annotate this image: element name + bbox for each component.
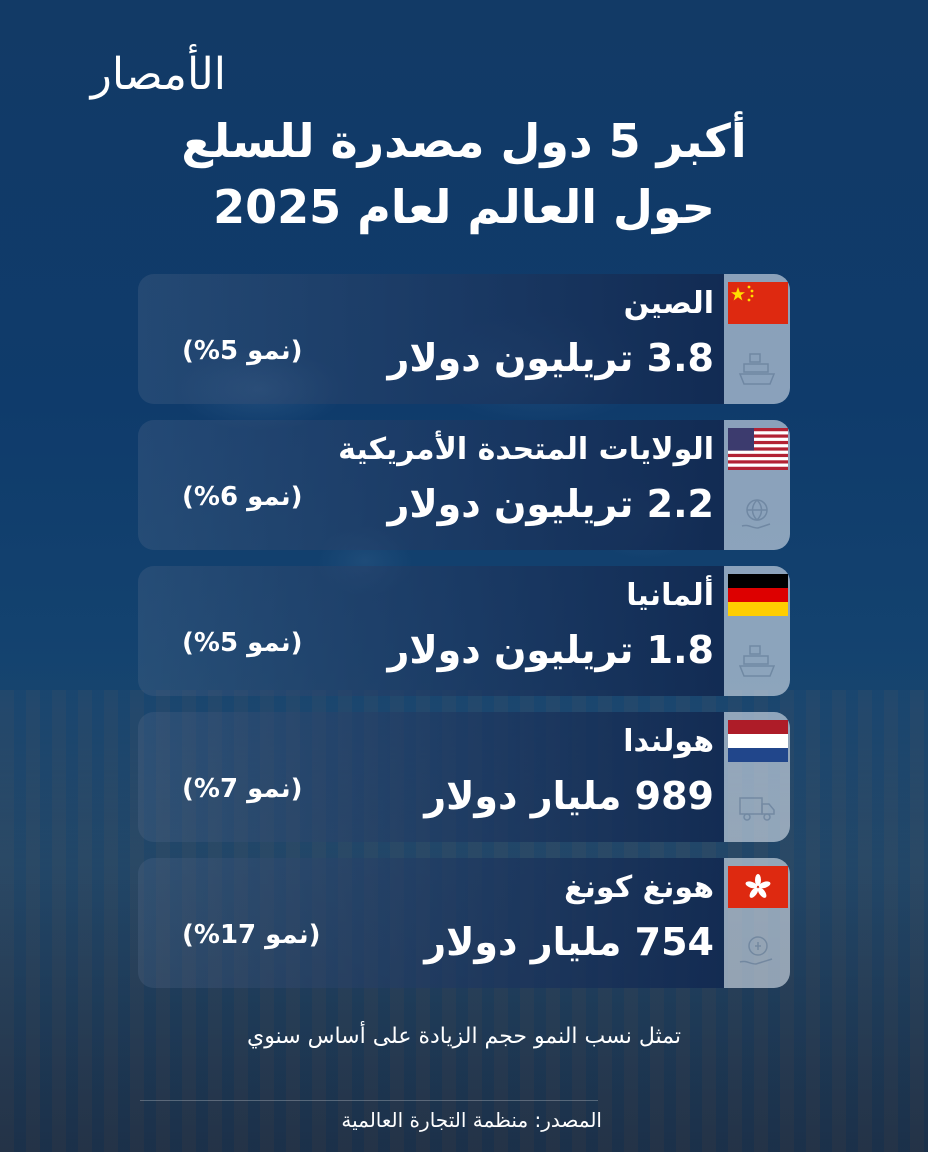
hong-kong-flag-icon (728, 866, 788, 908)
source-credit: المصدر: منظمة التجارة العالمية (341, 1108, 602, 1132)
growth-rate: (نمو 5%) (182, 336, 303, 366)
export-value: 754 مليار دولار (424, 920, 714, 964)
page-title: أكبر 5 دول مصدرة للسلع حول العالم لعام 2… (100, 108, 828, 240)
growth-rate: (نمو 6%) (182, 482, 303, 512)
country-card-netherlands: هولندا 989 مليار دولار (نمو 7%) (138, 712, 790, 842)
country-name: هولندا (623, 724, 714, 759)
export-value: 3.8 تريليون دولار (387, 336, 714, 380)
export-value: 2.2 تريليون دولار (387, 482, 714, 526)
country-name: هونغ كونغ (564, 870, 714, 905)
growth-rate: (نمو 17%) (182, 920, 321, 950)
growth-rate: (نمو 7%) (182, 774, 303, 804)
cargo-ship-icon (738, 353, 776, 385)
cargo-ship-icon (738, 645, 776, 677)
country-card-usa: الولايات المتحدة الأمريكية 2.2 تريليون د… (138, 420, 790, 550)
country-name: الولايات المتحدة الأمريكية (338, 432, 714, 467)
usa-flag-icon (728, 428, 788, 470)
country-name: ألمانيا (626, 578, 714, 613)
export-value: 989 مليار دولار (424, 774, 714, 818)
netherlands-flag-icon (728, 720, 788, 762)
divider (140, 1100, 598, 1101)
logo: الأمصار (46, 40, 226, 110)
china-flag-icon (728, 282, 788, 324)
truck-icon (739, 797, 775, 821)
export-value: 1.8 تريليون دولار (387, 628, 714, 672)
country-card-germany: ألمانيا 1.8 تريليون دولار (نمو 5%) (138, 566, 790, 696)
growth-note: تمثل نسب النمو حجم الزيادة على أساس سنوي (246, 1024, 682, 1049)
logo-text: الأمصار (90, 49, 226, 100)
growth-rate: (نمو 5%) (182, 628, 303, 658)
germany-flag-icon (728, 574, 788, 616)
title-line-2: حول العالم لعام 2025 (213, 180, 715, 234)
hand-coin-icon (739, 936, 773, 965)
country-cards: الصين 3.8 تريليون دولار (نمو 5%) (138, 274, 790, 1004)
country-card-china: الصين 3.8 تريليون دولار (نمو 5%) (138, 274, 790, 404)
globe-hand-icon (741, 499, 771, 529)
title-line-1: أكبر 5 دول مصدرة للسلع (181, 114, 747, 168)
country-card-hong-kong: هونغ كونغ 754 مليار دولار (نمو 17%) (138, 858, 790, 988)
country-name: الصين (623, 286, 714, 321)
